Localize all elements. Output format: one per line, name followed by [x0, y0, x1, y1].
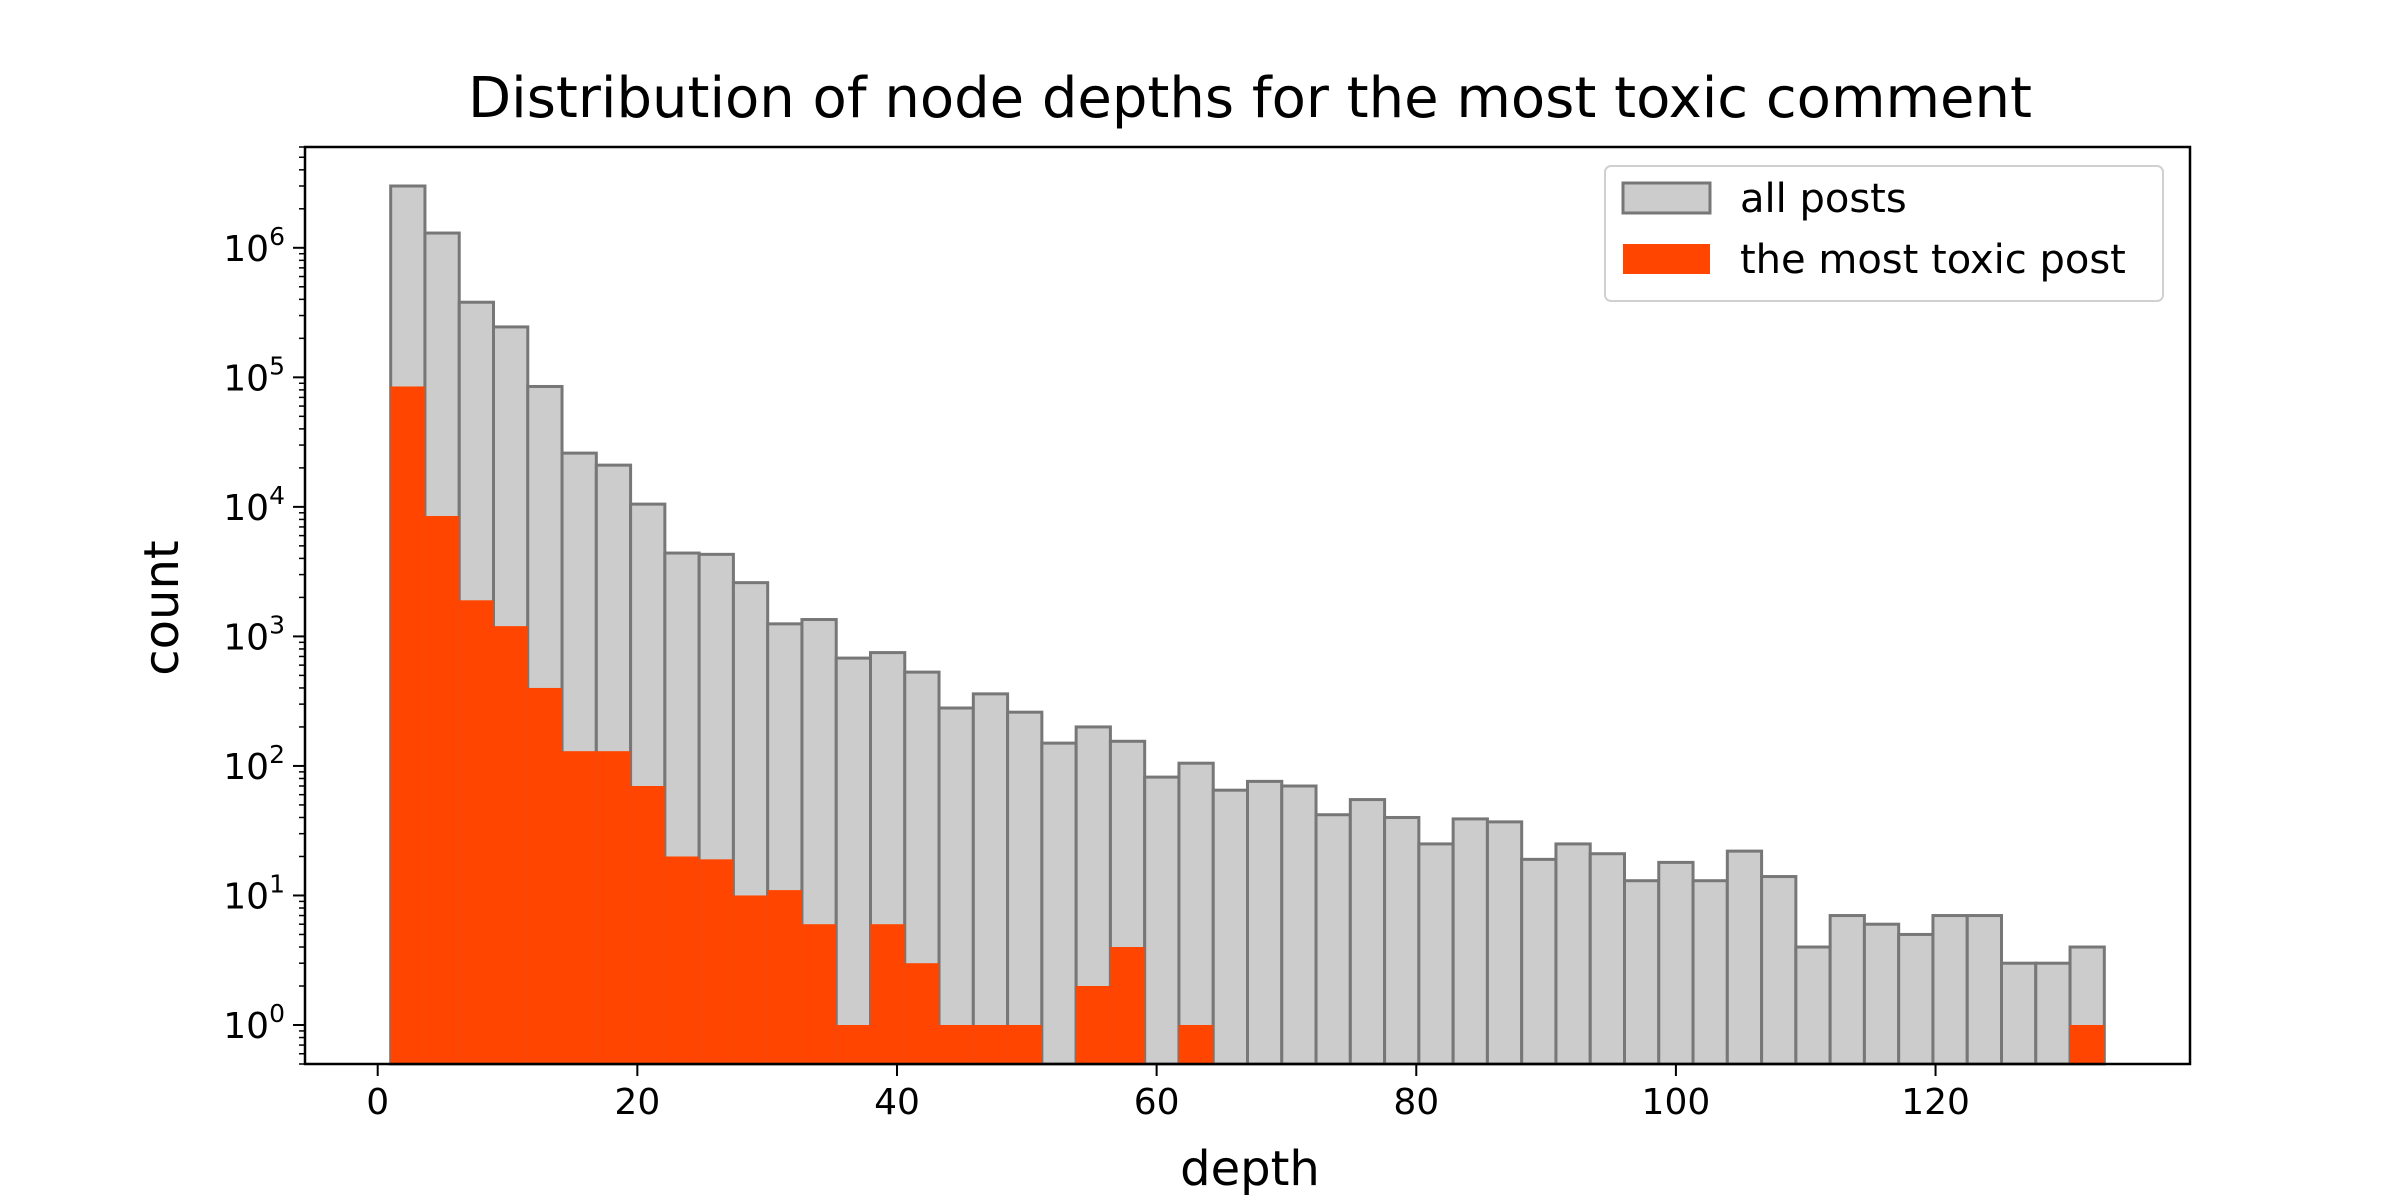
bar-most-toxic-post: [973, 1025, 1008, 1064]
bar-all-posts: [1383, 815, 1421, 1066]
bar-most-toxic-post: [390, 386, 425, 1065]
bar-most-toxic-post: [836, 1025, 871, 1064]
y-tick-label: 100: [223, 999, 285, 1047]
x-tick-label: 20: [614, 1082, 660, 1123]
bar-all-posts: [1554, 842, 1592, 1066]
plot-frame: [303, 145, 2192, 1066]
bar-most-toxic-post: [664, 856, 700, 1064]
chart-title: Distribution of node depths for the most…: [468, 66, 2032, 131]
bar-all-posts: [1246, 779, 1284, 1066]
x-tick-label: 120: [1901, 1082, 1970, 1123]
bar-all-posts: [1520, 857, 1558, 1066]
bar-most-toxic-post: [939, 1025, 974, 1064]
bar-all-posts: [1657, 860, 1695, 1066]
bar-all-posts: [1691, 879, 1729, 1066]
bar-most-toxic-post: [2070, 1025, 2105, 1064]
bar-all-posts: [1588, 852, 1626, 1066]
bar-all-posts: [1725, 849, 1764, 1066]
bar-most-toxic-post: [1110, 947, 1145, 1064]
bar-all-posts: [1794, 945, 1832, 1066]
bar-most-toxic-post: [801, 924, 837, 1064]
bars-group: [389, 184, 2106, 1066]
bar-all-posts: [1451, 817, 1489, 1066]
x-tick-label: 100: [1642, 1082, 1711, 1123]
axes-group: 0 20 40 60 80 100 120 100 101 102 103 104 105 106: [223, 145, 2192, 1123]
bar-most-toxic-post: [459, 600, 494, 1064]
legend-box: [1604, 165, 2164, 302]
bar-all-posts: [1485, 820, 1524, 1066]
bar-most-toxic-post: [1178, 1025, 1214, 1064]
bar-all-posts: [1348, 798, 1387, 1066]
bar-all-posts: [1862, 922, 1901, 1066]
legend-swatch: [1623, 244, 1710, 274]
bar-most-toxic-post: [493, 626, 528, 1064]
bar-all-posts: [1623, 879, 1661, 1066]
bar-all-posts: [1828, 914, 1866, 1066]
bar-all-posts: [1417, 842, 1455, 1066]
bar-all-posts: [1897, 932, 1935, 1066]
y-tick-label: 106: [223, 222, 285, 270]
bar-all-posts: [1143, 775, 1181, 1066]
y-axis-label: count: [134, 540, 190, 675]
legend-swatch: [1621, 181, 1712, 215]
bar-all-posts: [1040, 741, 1078, 1066]
bar-most-toxic-post: [1007, 1025, 1042, 1064]
x-tick-label: 0: [366, 1082, 389, 1123]
bar-all-posts: [971, 692, 1010, 1066]
bar-most-toxic-post: [527, 687, 563, 1064]
bar-most-toxic-post: [733, 895, 768, 1064]
bar-most-toxic-post: [596, 751, 631, 1064]
bar-all-posts: [1965, 914, 2003, 1066]
bar-most-toxic-post: [630, 786, 665, 1064]
bar-all-posts: [1931, 914, 1969, 1066]
bar-all-posts: [2000, 961, 2038, 1066]
y-tick-label: 101: [223, 869, 285, 917]
bar-most-toxic-post: [904, 963, 940, 1064]
x-tick-label: 60: [1134, 1082, 1180, 1123]
bar-all-posts: [1177, 761, 1215, 1066]
x-tick-label: 40: [874, 1082, 920, 1123]
bar-all-posts: [2034, 961, 2072, 1066]
bar-all-posts: [937, 706, 975, 1066]
legend-label: the most toxic post: [1740, 237, 2126, 283]
bar-most-toxic-post: [562, 751, 597, 1064]
bar-all-posts: [1006, 710, 1044, 1066]
y-tick-label: 102: [223, 740, 285, 788]
bar-all-posts: [1211, 788, 1249, 1066]
bar-most-toxic-post: [870, 924, 905, 1064]
y-tick-label: 103: [223, 610, 285, 658]
bar-most-toxic-post: [699, 859, 734, 1064]
bar-most-toxic-post: [424, 516, 460, 1064]
bar-all-posts: [1280, 784, 1318, 1066]
x-axis-label: depth: [1180, 1141, 1320, 1197]
bar-all-posts: [834, 656, 872, 1066]
bar-all-posts: [1760, 875, 1798, 1066]
y-tick-label: 105: [223, 351, 285, 399]
bar-most-toxic-post: [767, 890, 802, 1064]
y-tick-label: 104: [223, 481, 285, 529]
bar-all-posts: [1314, 813, 1352, 1066]
bar-most-toxic-post: [1076, 986, 1111, 1064]
x-tick-label: 80: [1393, 1082, 1439, 1123]
legend-label: all posts: [1740, 176, 1907, 222]
legend: all posts the most toxic post: [1604, 165, 2164, 302]
